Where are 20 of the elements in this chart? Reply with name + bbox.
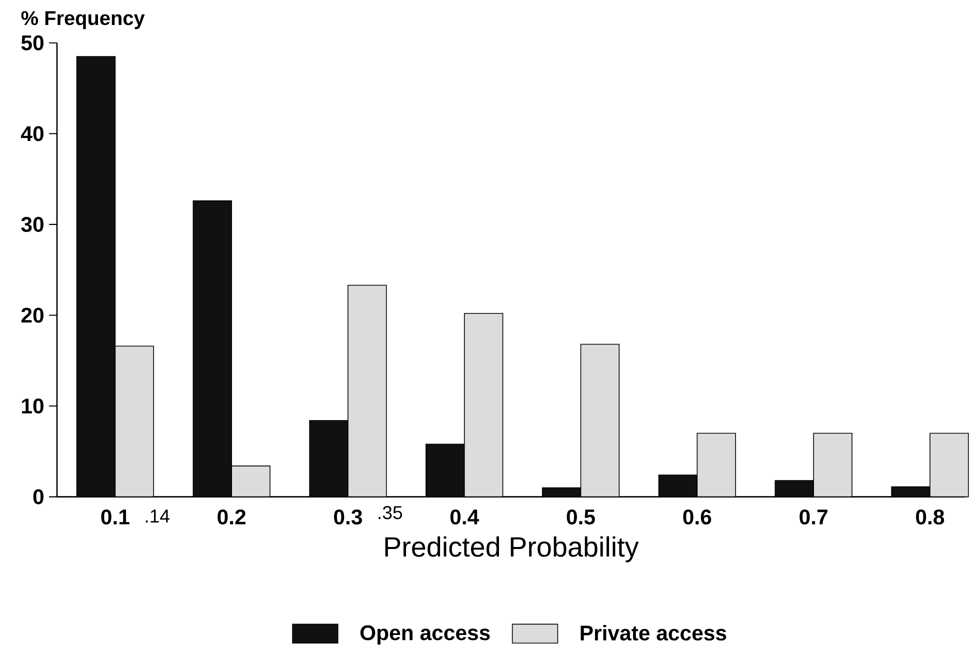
- x-tick-label: 0.4: [450, 510, 480, 525]
- y-tick-label: 20: [21, 308, 44, 323]
- x-tick-label: 0.2: [218, 510, 246, 525]
- y-tick-label: 0: [33, 489, 44, 504]
- x-tick-label: 0.1: [101, 510, 130, 525]
- y-tick-label: 50: [21, 35, 44, 50]
- x-tick-label: 0.8: [916, 510, 944, 525]
- y-tick-label: 10: [22, 398, 44, 414]
- text: .35: [378, 506, 402, 520]
- x-tick-label: 0.6: [683, 510, 712, 525]
- x-tick-label: 0.7: [800, 510, 828, 525]
- legend-label: Open access: [360, 625, 490, 645]
- x-axis-title: Predicted Probability: [385, 536, 639, 562]
- legend-label: Private access: [580, 625, 726, 641]
- x-tick-label: 0.3: [334, 510, 362, 525]
- y-axis-title: % Frequency: [21, 11, 145, 30]
- x-tick-label: 0.5: [566, 510, 595, 525]
- y-tick-label: 40: [21, 126, 44, 142]
- text: .14: [146, 510, 170, 523]
- y-tick-label: 30: [21, 217, 44, 232]
